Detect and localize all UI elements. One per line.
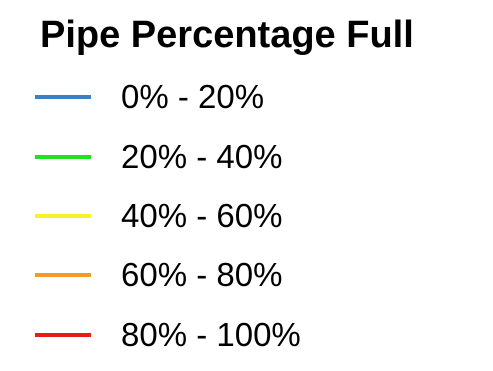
legend-swatch-line (35, 273, 91, 277)
legend-item-60-80: 60% - 80% (0, 251, 493, 299)
legend-title: Pipe Percentage Full (40, 14, 414, 56)
legend-swatch-line (35, 333, 91, 337)
legend-item-80-100: 80% - 100% (0, 311, 493, 359)
legend-item-label: 80% - 100% (121, 316, 301, 353)
legend-swatch-line (35, 155, 91, 159)
legend-item-label: 0% - 20% (121, 78, 265, 115)
legend-item-40-60: 40% - 60% (0, 192, 493, 240)
legend-swatch-line (35, 95, 91, 99)
legend-item-label: 20% - 40% (121, 138, 283, 175)
legend-item-0-20: 0% - 20% (0, 73, 493, 121)
legend-item-20-40: 20% - 40% (0, 133, 493, 181)
legend-swatch-line (35, 214, 91, 218)
legend-item-label: 40% - 60% (121, 197, 283, 234)
legend-item-label: 60% - 80% (121, 256, 283, 293)
